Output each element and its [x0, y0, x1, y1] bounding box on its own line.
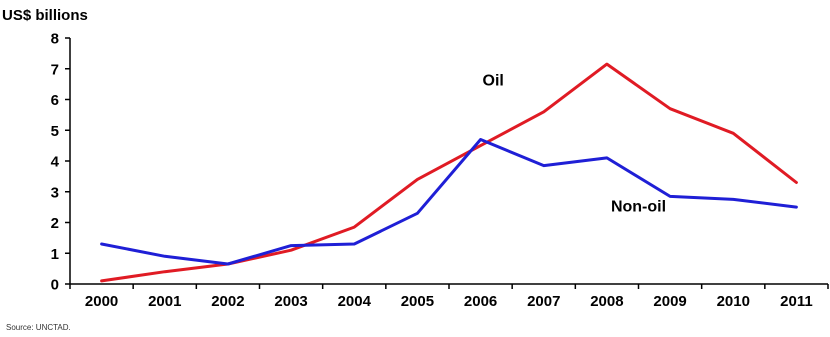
x-tick-label: 2003 [274, 293, 307, 310]
x-tick-label: 2010 [717, 293, 750, 310]
y-tick-label: 7 [51, 61, 59, 78]
series-label-oil: Oil [483, 73, 504, 90]
x-tick-label: 2004 [338, 293, 372, 310]
series-label-non-oil: Non-oil [611, 199, 666, 216]
source-note: Source: UNCTAD. [6, 323, 71, 332]
y-tick-label: 3 [51, 184, 59, 201]
x-tick-label: 2001 [148, 293, 181, 310]
y-tick-label: 0 [51, 277, 59, 294]
x-axis: 2000 2001 2002 2003 2004 2005 2006 2007 2008 2009… [69, 283, 829, 310]
x-tick-label: 2002 [211, 293, 244, 310]
x-tick-label: 2008 [590, 293, 623, 310]
x-tick-label: 2009 [653, 293, 686, 310]
y-tick-label: 1 [51, 246, 59, 263]
x-tick-label: 2005 [401, 293, 434, 310]
series-line-non-oil [100, 138, 798, 266]
x-tick-label: 2007 [527, 293, 560, 310]
y-tick-label: 8 [51, 31, 59, 48]
series-line-oil [100, 62, 798, 283]
y-tick-label: 2 [51, 215, 59, 232]
y-axis-label: US$ billions [2, 7, 88, 24]
series-lines [100, 62, 798, 283]
series-labels: Oil Non-oil [483, 73, 667, 216]
y-tick-label: 4 [51, 154, 60, 171]
y-tick-label: 5 [51, 123, 59, 140]
y-tick-label: 6 [51, 92, 59, 109]
y-axis: 0 1 2 3 4 5 6 7 8 [51, 31, 71, 294]
x-tick-label: 2011 [780, 293, 813, 310]
x-tick-label: 2000 [85, 293, 118, 310]
x-tick-label: 2006 [464, 293, 497, 310]
